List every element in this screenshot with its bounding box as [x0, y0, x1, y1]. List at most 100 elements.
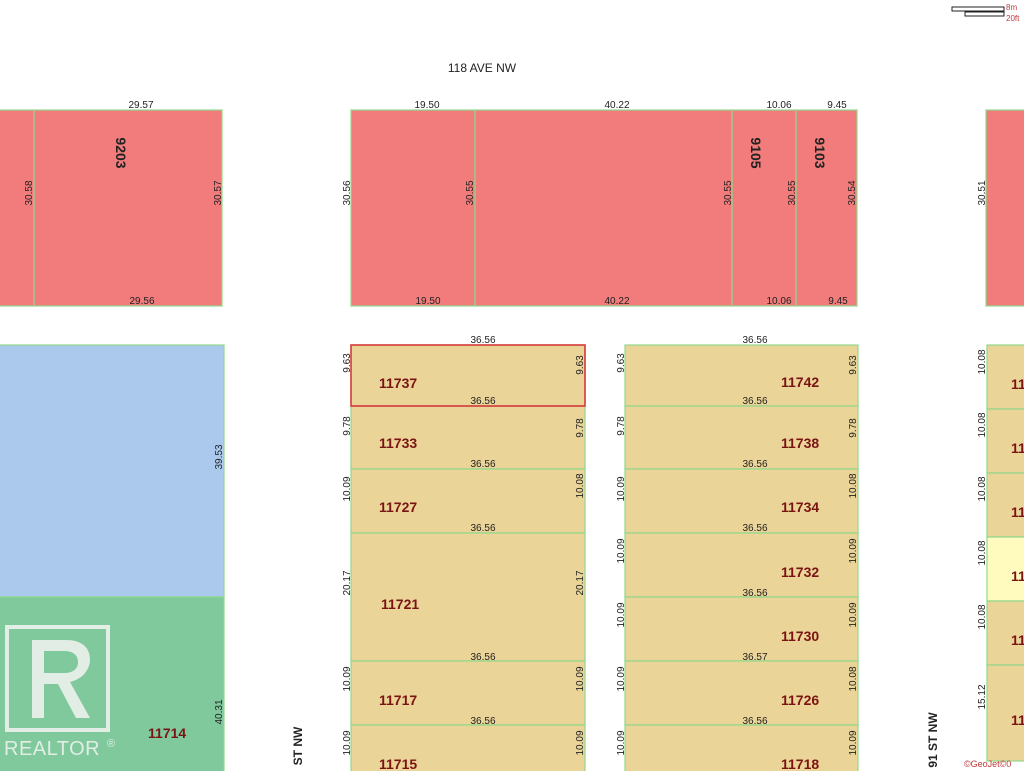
- scale-imperial-label: 20ft: [1006, 14, 1020, 23]
- dim-mid-depth-3: 10.09: [616, 476, 627, 501]
- lot-number-11732: 11732: [781, 564, 819, 580]
- lot-number-right-1: 11: [1011, 376, 1024, 392]
- dim-bot-9103-rear: 9.45: [828, 296, 848, 307]
- parcel-11732[interactable]: [624, 532, 859, 598]
- dim-right-depth-5: 10.08: [977, 604, 988, 629]
- dim-left-depth-4: 20.17: [342, 570, 353, 595]
- dim-side-6: 30.55: [787, 180, 798, 205]
- parcel-right-2[interactable]: [986, 408, 1024, 474]
- dim-right-depth-1: 10.08: [977, 349, 988, 374]
- parcel-9105[interactable]: [731, 109, 797, 307]
- scale-metric-label: 8m: [1006, 3, 1017, 12]
- dim-left-width-4: 36.56: [470, 652, 495, 663]
- dim-top-9105-front: 10.06: [766, 100, 791, 111]
- dim-right-depth-6: 15.12: [977, 684, 988, 709]
- dim-mid-width-5: 36.57: [742, 652, 767, 663]
- dim-left-depth-3: 10.09: [342, 476, 353, 501]
- parcel-11737-selected[interactable]: [350, 344, 586, 407]
- dim-mid-depth-5: 10.09: [616, 602, 627, 627]
- dim-mid-depth-7: 10.09: [616, 730, 627, 755]
- lot-number-right-3: 11: [1011, 504, 1024, 520]
- lot-number-11714: 11714: [148, 725, 186, 741]
- dim-bot-mid2-rear: 40.22: [604, 296, 629, 307]
- dim-bot-mid1-rear: 19.50: [415, 296, 440, 307]
- dim-left-depth-6: 10.09: [342, 730, 353, 755]
- parcel-top-left-partial[interactable]: [0, 109, 35, 307]
- parcel-right-6[interactable]: [986, 664, 1024, 762]
- street-label-left-st: ST NW: [291, 726, 305, 765]
- dim-midR-depth-6: 10.08: [848, 666, 859, 691]
- dim-mid-width-3: 36.56: [742, 523, 767, 534]
- parcel-11734[interactable]: [624, 468, 859, 534]
- dim-side-2: 30.57: [213, 180, 224, 205]
- lot-number-9103: 9103: [812, 137, 828, 168]
- dim-right-depth-3: 10.08: [977, 476, 988, 501]
- lot-number-9203: 9203: [113, 137, 129, 168]
- lot-number-right-6: 11: [1011, 712, 1024, 728]
- dim-mid-width-6: 36.56: [742, 716, 767, 727]
- lot-number-11734: 11734: [781, 499, 819, 515]
- dim-left-width-1: 36.56: [470, 396, 495, 407]
- street-label-91-st: 91 ST NW: [926, 712, 940, 768]
- dim-midR-depth-2: 9.78: [848, 418, 859, 438]
- dim-side-1: 30.58: [24, 180, 35, 205]
- scale-bar: 8m 20ft: [951, 3, 1020, 23]
- parcel-11718[interactable]: [624, 724, 859, 771]
- lot-number-right-4: 11: [1011, 568, 1024, 584]
- dim-top-9103-front: 9.45: [827, 100, 847, 111]
- lot-number-9105: 9105: [748, 137, 764, 168]
- parcel-institutional[interactable]: [0, 344, 225, 598]
- realtor-logo-icon: [5, 625, 110, 732]
- dim-mid-width-1: 36.56: [742, 396, 767, 407]
- dim-side-3: 30.56: [342, 180, 353, 205]
- dim-left-depth-2: 9.78: [342, 416, 353, 436]
- realtor-watermark: REALTOR ®: [4, 625, 115, 760]
- parcel-top-right-partial[interactable]: [985, 109, 1024, 307]
- parcel-11738[interactable]: [624, 405, 859, 470]
- parcel-9103[interactable]: [795, 109, 858, 307]
- dim-midR-depth-7: 10.09: [848, 730, 859, 755]
- left-residential-column: [350, 344, 586, 771]
- dim-mid-depth-4: 10.09: [616, 538, 627, 563]
- dim-midR-depth-3: 10.08: [848, 473, 859, 498]
- parcel-11727[interactable]: [350, 468, 586, 534]
- dim-left-width-2: 36.56: [470, 459, 495, 470]
- dim-leftR-depth-3: 10.08: [575, 473, 586, 498]
- dim-top-mid1-front: 19.50: [414, 100, 439, 111]
- parcel-top-mid-2[interactable]: [474, 109, 733, 307]
- dim-left-depth-1: 9.63: [342, 353, 353, 373]
- parcel-11730[interactable]: [624, 596, 859, 662]
- parcel-top-mid-1[interactable]: [350, 109, 476, 307]
- copyright-text: ©GeoJet©0: [964, 759, 1011, 769]
- lot-number-11737: 11737: [379, 375, 417, 391]
- dim-side-8: 30.51: [977, 180, 988, 205]
- lot-number-11738: 11738: [781, 435, 819, 451]
- parcel-11715[interactable]: [350, 724, 586, 771]
- parcel-11726[interactable]: [624, 660, 859, 726]
- lot-number-11715: 11715: [379, 756, 417, 771]
- dim-west-institutional: 39.53: [214, 444, 225, 469]
- dim-leftR-depth-6: 10.09: [575, 730, 586, 755]
- dim-bot-9203-rear: 29.56: [129, 296, 154, 307]
- dim-midR-depth-4: 10.09: [848, 538, 859, 563]
- parcel-right-4-highlight[interactable]: [986, 536, 1024, 602]
- parcel-11721[interactable]: [350, 532, 586, 662]
- dim-mid-width-4: 36.56: [742, 588, 767, 599]
- dim-side-5: 30.55: [723, 180, 734, 205]
- lot-number-11727: 11727: [379, 499, 417, 515]
- lot-number-right-5: 11: [1011, 632, 1024, 648]
- dim-bot-9105-rear: 10.06: [766, 296, 791, 307]
- parcel-9203[interactable]: [33, 109, 223, 307]
- dim-left-width-3: 36.56: [470, 523, 495, 534]
- dim-midR-depth-5: 10.09: [848, 602, 859, 627]
- dim-mid-depth-2: 9.78: [616, 416, 627, 436]
- realtor-brand-text: REALTOR: [4, 738, 100, 760]
- dim-left-width-5: 36.56: [470, 716, 495, 727]
- top-commercial-block: [0, 109, 1024, 307]
- parcel-right-1[interactable]: [986, 344, 1024, 410]
- lot-number-11726: 11726: [781, 692, 819, 708]
- dim-midR-depth-1: 9.63: [848, 355, 859, 375]
- lot-number-11730: 11730: [781, 628, 819, 644]
